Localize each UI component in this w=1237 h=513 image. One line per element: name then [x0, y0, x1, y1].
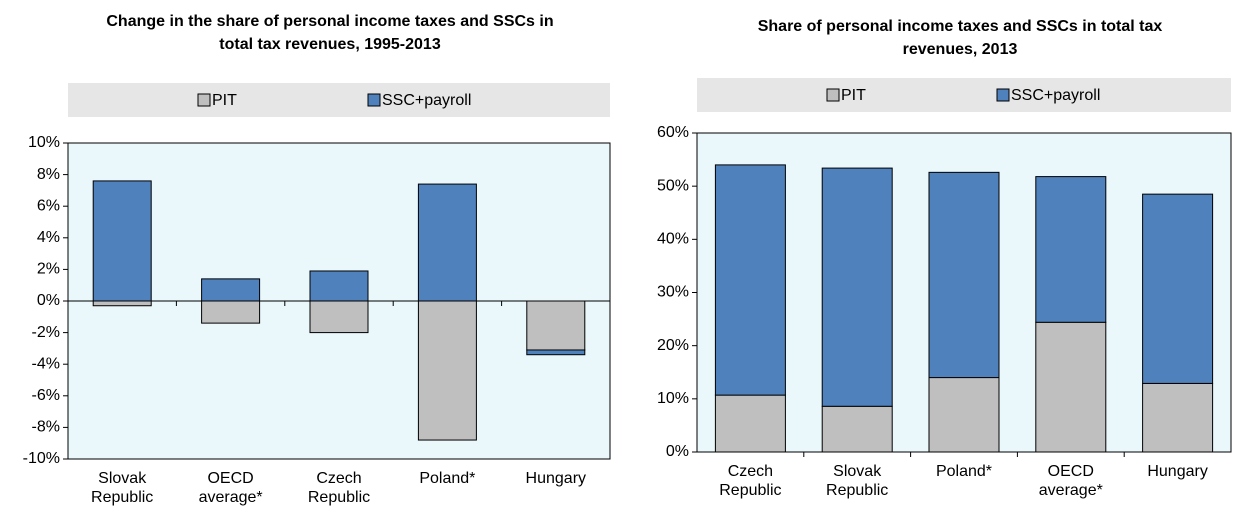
bar-segment — [526, 300, 586, 351]
bar-segment — [309, 300, 369, 334]
y-tick-label: 60% — [657, 124, 689, 141]
bar-segment — [417, 300, 477, 441]
chart-title: Share of personal income taxes and SSCs … — [757, 18, 1163, 58]
bar-segment — [526, 349, 586, 356]
bar-segment — [821, 405, 893, 453]
y-tick-label: 10% — [28, 134, 60, 151]
legend-label: SSC+payroll — [382, 92, 471, 109]
x-tick-label: Hungary — [525, 470, 587, 487]
bar-segment — [1035, 321, 1107, 453]
x-tick-label: Poland* — [419, 470, 476, 487]
y-tick-label: 2% — [37, 261, 60, 278]
bar-segment — [821, 167, 893, 407]
bar-segment — [417, 183, 477, 302]
y-tick-label: -2% — [32, 324, 60, 341]
x-tick-label: Slovak Republic — [826, 463, 889, 499]
bar-segment — [201, 278, 261, 302]
legend-label: PIT — [841, 87, 866, 104]
legend-band — [68, 83, 610, 117]
legend-label: SSC+payroll — [1011, 87, 1100, 104]
y-tick-label: 0% — [37, 292, 60, 309]
y-tick-label: 4% — [37, 229, 60, 246]
y-tick-label: -8% — [32, 419, 60, 436]
y-tick-label: 0% — [666, 443, 689, 460]
y-tick-label: 30% — [657, 284, 689, 301]
y-tick-label: 10% — [657, 390, 689, 407]
bar-segment — [928, 171, 1000, 379]
x-tick-label: Slovak Republic — [91, 470, 154, 506]
bar-segment — [928, 377, 1000, 453]
legend-swatch — [996, 88, 1010, 102]
legend-swatch — [826, 88, 840, 102]
y-tick-label: 40% — [657, 231, 689, 248]
bar-segment — [309, 270, 369, 302]
y-tick-label: 50% — [657, 177, 689, 194]
y-tick-label: 20% — [657, 337, 689, 354]
bar-segment — [201, 300, 261, 324]
y-tick-label: 6% — [37, 197, 60, 214]
bar-segment — [1142, 382, 1214, 453]
legend-band — [697, 78, 1231, 112]
x-tick-label: Czech Republic — [307, 470, 371, 506]
bar-segment — [92, 300, 152, 307]
legend-swatch — [367, 93, 381, 107]
legend-label: PIT — [212, 92, 237, 109]
x-tick-label: Czech Republic — [719, 463, 782, 499]
bar-segment — [1142, 193, 1214, 384]
x-tick-label: OECD average* — [198, 470, 263, 506]
chart-title: Change in the share of personal income t… — [106, 13, 554, 53]
legend-swatch — [197, 93, 211, 107]
x-tick-label: Hungary — [1147, 463, 1208, 480]
y-tick-label: -4% — [32, 355, 60, 372]
bar-segment — [714, 164, 786, 396]
x-tick-label: Poland* — [935, 463, 993, 480]
bar-segment — [1035, 176, 1107, 323]
x-tick-label: OECD average* — [1038, 463, 1103, 499]
y-tick-label: -6% — [32, 387, 60, 404]
bar-segment — [92, 180, 152, 302]
y-tick-label: 8% — [37, 166, 60, 183]
bar-segment — [714, 394, 786, 453]
y-tick-label: -10% — [23, 450, 60, 467]
